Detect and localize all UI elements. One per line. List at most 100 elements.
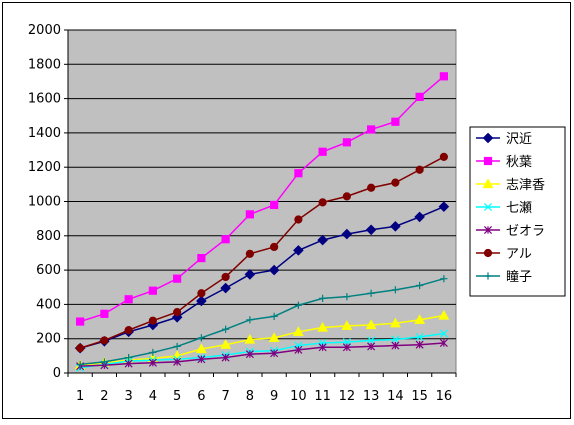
data-point-s6-10 [294, 301, 302, 309]
data-point-s2-15 [414, 314, 426, 324]
data-point-s6-1 [76, 360, 84, 369]
data-point-s0-8 [244, 269, 256, 280]
x-tick-label-16: 16 [436, 389, 453, 404]
data-point-s5-2 [100, 336, 109, 345]
x-tick-label-13: 13 [363, 389, 380, 404]
series-line-3 [80, 332, 444, 369]
data-point-s1-9 [270, 200, 279, 210]
legend-marker-0 [482, 132, 494, 144]
data-point-s1-15 [415, 92, 424, 101]
data-point-s1-3 [124, 295, 133, 304]
x-tick-label-11: 11 [314, 389, 331, 404]
data-point-s6-11 [319, 294, 327, 302]
data-point-s4-14 [391, 341, 400, 350]
data-point-s2-11 [317, 321, 329, 332]
data-point-s1-12 [342, 138, 351, 147]
data-point-s0-10 [293, 245, 304, 256]
legend-label-3: 七瀬 [506, 201, 532, 216]
y-tick-label-600: 600 [36, 263, 61, 278]
legend-label-1: 秋葉 [506, 155, 532, 170]
data-point-s4-10 [294, 345, 303, 354]
data-point-s0-12 [341, 228, 353, 240]
data-point-s4-7 [221, 353, 230, 362]
data-point-s2-9 [268, 332, 280, 342]
data-point-s1-2 [100, 309, 109, 318]
data-point-s0-5 [171, 311, 183, 323]
data-point-s6-12 [343, 293, 351, 301]
y-tick-label-0: 0 [53, 366, 61, 381]
data-point-s4-9 [270, 349, 279, 358]
data-point-s0-11 [317, 234, 328, 246]
data-point-s1-1 [76, 317, 85, 326]
x-tick-label-8: 8 [246, 389, 254, 404]
legend-marker-1 [483, 156, 493, 166]
data-point-s4-8 [245, 350, 254, 359]
series-line-2 [80, 314, 445, 367]
series-line-6 [80, 277, 445, 366]
data-point-s1-14 [391, 117, 400, 126]
data-point-s4-4 [148, 358, 157, 367]
data-point-s5-3 [124, 326, 133, 335]
legend-label-2: 志津香 [506, 178, 545, 193]
data-point-s1-6 [197, 253, 206, 263]
data-point-s5-5 [173, 308, 182, 317]
data-point-s6-14 [391, 286, 399, 294]
y-tick-label-1400: 1400 [28, 126, 61, 141]
data-point-s6-8 [246, 316, 254, 324]
data-point-s2-13 [365, 319, 377, 330]
data-point-s2-10 [292, 326, 304, 336]
y-tick-label-1800: 1800 [28, 57, 61, 72]
data-point-s6-15 [416, 281, 424, 290]
x-tick-label-10: 10 [290, 389, 307, 404]
data-point-s1-8 [245, 210, 254, 219]
data-point-s6-6 [197, 334, 205, 342]
data-point-s3-13 [367, 336, 376, 345]
data-point-s3-16 [439, 329, 448, 338]
x-tick-label-2: 2 [100, 389, 108, 404]
y-tick-label-1000: 1000 [28, 195, 61, 210]
data-point-s6-13 [367, 289, 375, 297]
x-tick-label-15: 15 [411, 389, 428, 404]
data-point-s6-9 [270, 312, 278, 321]
data-point-s0-15 [414, 211, 425, 223]
data-point-s2-8 [244, 333, 256, 344]
data-point-s1-13 [367, 125, 376, 134]
data-point-s1-16 [439, 72, 448, 81]
data-point-s4-13 [367, 342, 376, 351]
data-point-s4-12 [342, 343, 351, 352]
data-point-s5-16 [439, 152, 448, 162]
data-point-s4-5 [173, 357, 182, 366]
legend-marker-5 [483, 248, 493, 258]
x-tick-label-3: 3 [124, 389, 132, 404]
series-line-5 [79, 156, 445, 349]
y-tick-label-1200: 1200 [28, 160, 61, 175]
data-point-s0-16 [438, 201, 450, 212]
data-point-s1-5 [173, 274, 182, 283]
chart-frame: 0 200 400 600 800 1000 1200 1400 1600 1800 2000 1 2 3… [2, 2, 571, 419]
data-point-s4-3 [124, 359, 133, 368]
data-point-s4-15 [415, 340, 424, 349]
data-point-s0-7 [220, 282, 231, 294]
data-point-s1-7 [221, 235, 230, 244]
y-tick-label-1600: 1600 [28, 92, 61, 107]
data-point-s6-3 [125, 353, 133, 362]
data-point-s1-10 [294, 169, 303, 178]
data-point-s1-11 [318, 147, 327, 156]
data-point-s5-14 [391, 178, 400, 187]
legend-label-0: 沢近 [506, 132, 532, 147]
data-point-s5-1 [76, 344, 85, 353]
data-point-s0-4 [147, 319, 159, 331]
data-point-s2-6 [195, 343, 207, 354]
legend-label-6: 瞳子 [506, 270, 532, 285]
data-point-s5-11 [318, 198, 327, 207]
data-point-s0-9 [268, 264, 280, 276]
legend-marker-3 [483, 202, 493, 212]
data-point-s5-6 [197, 289, 206, 298]
data-point-s5-10 [294, 215, 303, 224]
data-point-s5-13 [367, 183, 376, 192]
data-point-s3-15 [415, 332, 424, 342]
x-tick-label-14: 14 [387, 389, 404, 404]
data-point-s0-14 [390, 221, 401, 232]
data-point-s6-4 [149, 348, 157, 357]
